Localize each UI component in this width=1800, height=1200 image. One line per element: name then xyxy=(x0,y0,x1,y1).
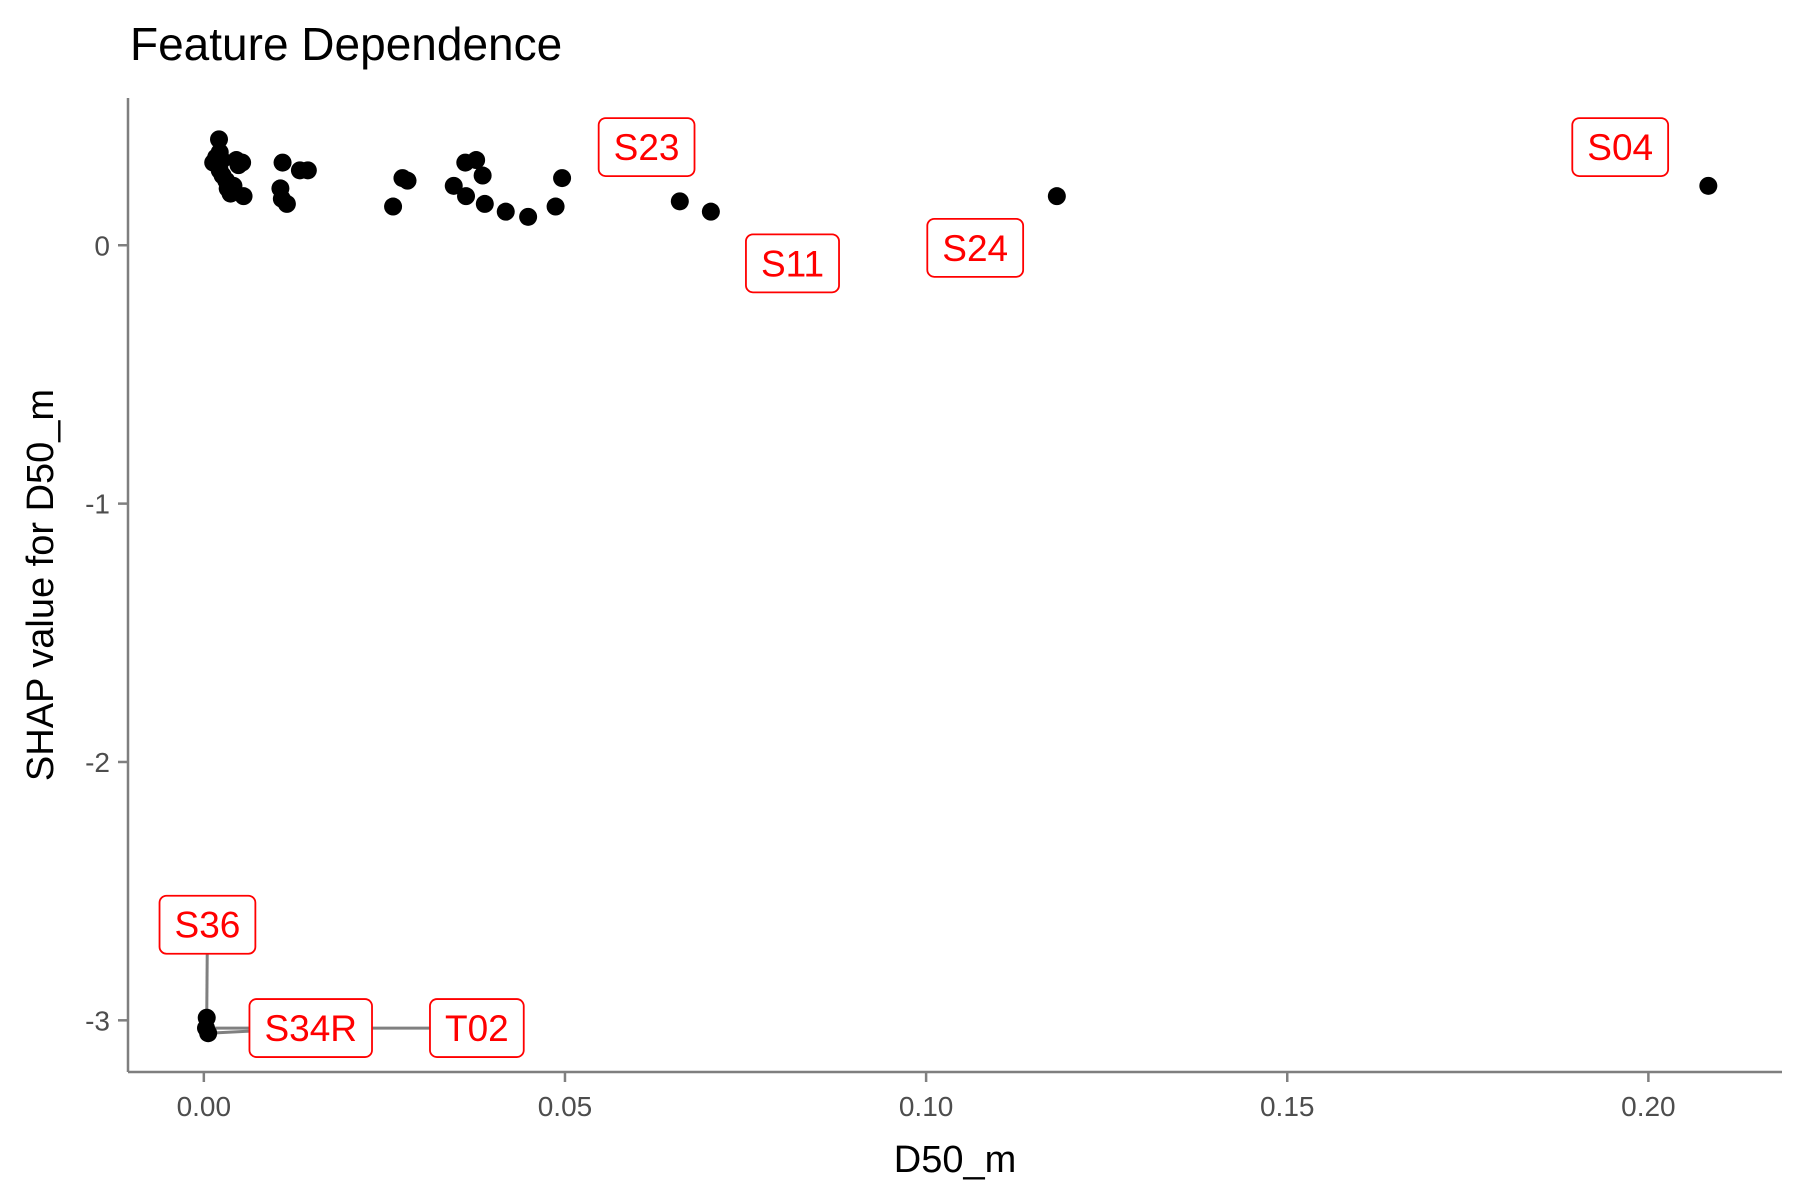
data-point xyxy=(519,207,538,226)
x-tick-label: 0.20 xyxy=(1621,1091,1676,1122)
x-tick-label: 0.10 xyxy=(899,1091,954,1122)
data-point xyxy=(273,153,292,172)
data-point xyxy=(473,166,492,185)
label-text: S36 xyxy=(175,905,241,946)
x-tick-label: 0.15 xyxy=(1260,1091,1315,1122)
label-box xyxy=(1571,117,1670,177)
data-point xyxy=(398,171,417,190)
data-point xyxy=(546,197,565,216)
data-point xyxy=(701,202,720,221)
data-point xyxy=(553,169,572,188)
label-box xyxy=(248,998,373,1058)
point-label: T02 xyxy=(429,998,525,1058)
data-point xyxy=(277,194,296,213)
data-point xyxy=(1047,187,1066,206)
data-point xyxy=(199,1024,218,1043)
data-point xyxy=(384,197,403,216)
data-point xyxy=(233,153,252,172)
y-tick-label: -3 xyxy=(85,1005,110,1036)
data-point xyxy=(496,202,515,221)
data-point xyxy=(444,176,463,195)
point-labels: S23 S04 S11 S24 S36 S34R T02 xyxy=(158,117,1670,1058)
data-point xyxy=(467,151,486,170)
point-label: S36 xyxy=(158,894,257,955)
plot-area: S23 S04 S11 S24 S36 S34R T02 xyxy=(158,117,1718,1058)
y-tick-label: 0 xyxy=(94,230,110,261)
label-box xyxy=(158,894,257,955)
data-point xyxy=(475,194,494,213)
y-tick-label: -1 xyxy=(85,489,110,520)
data-point xyxy=(298,161,317,180)
data-point xyxy=(210,130,229,149)
point-label: S24 xyxy=(926,217,1025,278)
label-box xyxy=(926,217,1025,278)
label-box xyxy=(429,998,525,1058)
data-points xyxy=(197,130,1718,1043)
y-axis-title: SHAP value for D50_m xyxy=(20,389,62,781)
label-text: S11 xyxy=(761,243,824,284)
point-label: S04 xyxy=(1571,117,1670,177)
x-tick-label: 0.00 xyxy=(177,1091,232,1122)
label-text: S34R xyxy=(264,1008,357,1049)
label-box xyxy=(745,233,840,294)
data-point xyxy=(1699,176,1718,195)
data-point xyxy=(670,192,689,211)
x-tick-label: 0.05 xyxy=(538,1091,593,1122)
y-axis-ticks: 0 -1 -2 -3 xyxy=(85,230,128,1036)
label-text: T02 xyxy=(445,1008,509,1049)
chart-title: Feature Dependence xyxy=(130,18,562,70)
point-label: S11 xyxy=(745,233,840,294)
x-axis-ticks: 0.00 0.05 0.10 0.15 0.20 xyxy=(177,1072,1676,1122)
data-point xyxy=(234,187,253,206)
x-axis-title: D50_m xyxy=(894,1139,1017,1181)
point-label: S34R xyxy=(248,998,373,1058)
label-text: S04 xyxy=(1587,127,1653,168)
label-text: S24 xyxy=(942,228,1008,269)
label-box xyxy=(597,117,696,177)
data-point xyxy=(457,187,476,206)
point-label: S23 xyxy=(597,117,696,177)
y-tick-label: -2 xyxy=(85,747,110,778)
label-text: S23 xyxy=(614,127,680,168)
